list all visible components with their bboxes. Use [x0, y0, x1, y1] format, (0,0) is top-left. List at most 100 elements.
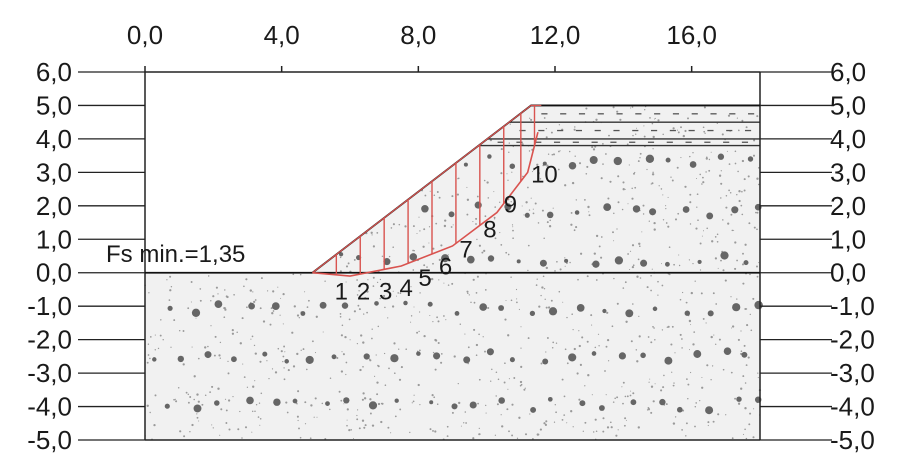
soil-speckle — [546, 221, 549, 224]
soil-speckle — [392, 223, 395, 226]
soil-speckle — [500, 244, 503, 246]
soil-speckle — [702, 126, 705, 129]
soil-speckle — [520, 347, 522, 349]
soil-speckle — [476, 195, 479, 198]
soil-speckle — [436, 191, 439, 193]
soil-speckle — [587, 374, 590, 377]
soil-speckle — [577, 278, 579, 281]
soil-dot — [246, 396, 254, 405]
soil-speckle — [296, 352, 299, 356]
soil-speckle — [707, 424, 709, 427]
soil-speckle — [464, 411, 467, 413]
soil-speckle — [530, 118, 533, 121]
soil-speckle — [322, 331, 324, 333]
soil-speckle — [304, 423, 307, 425]
soil-speckle — [367, 279, 369, 281]
slice-label: 8 — [483, 217, 496, 244]
soil-speckle — [292, 273, 295, 276]
soil-speckle — [635, 133, 637, 135]
x-tick-label: 0,0 — [127, 20, 163, 50]
soil-speckle — [617, 201, 620, 204]
soil-speckle — [438, 258, 441, 261]
soil-speckle — [282, 360, 284, 363]
soil-speckle — [464, 333, 466, 335]
soil-dot — [463, 356, 471, 364]
soil-speckle — [384, 306, 386, 309]
soil-speckle — [280, 297, 282, 299]
soil-speckle — [339, 256, 342, 259]
soil-speckle — [475, 343, 479, 347]
soil-dot — [632, 205, 641, 213]
soil-speckle — [681, 338, 683, 340]
soil-speckle — [174, 398, 177, 400]
soil-speckle — [746, 324, 749, 327]
soil-speckle — [251, 431, 253, 433]
soil-speckle — [282, 355, 285, 358]
soil-speckle — [219, 357, 221, 359]
soil-speckle — [197, 400, 200, 403]
soil-speckle — [544, 298, 546, 300]
soil-dot — [305, 355, 314, 364]
soil-speckle — [270, 307, 273, 310]
soil-speckle — [699, 269, 702, 271]
soil-speckle — [699, 173, 702, 176]
soil-speckle — [390, 227, 393, 229]
y-tick-label-left: 1,0 — [36, 224, 72, 254]
soil-speckle — [284, 351, 286, 353]
soil-speckle — [722, 269, 725, 272]
soil-speckle — [346, 424, 348, 427]
soil-speckle — [197, 357, 200, 360]
soil-speckle — [196, 413, 198, 415]
soil-speckle — [475, 354, 478, 357]
y-tick-label-right: -5,0 — [830, 425, 875, 455]
soil-speckle — [500, 414, 502, 416]
soil-speckle — [198, 420, 200, 422]
soil-dot — [498, 305, 505, 311]
soil-speckle — [592, 431, 595, 433]
soil-speckle — [558, 150, 560, 153]
soil-speckle — [527, 337, 530, 340]
soil-speckle — [700, 292, 703, 295]
soil-speckle — [154, 394, 157, 397]
soil-speckle — [612, 231, 614, 234]
soil-speckle — [595, 279, 598, 281]
soil-speckle — [536, 163, 539, 166]
soil-speckle — [371, 234, 373, 236]
soil-speckle — [223, 307, 226, 310]
soil-speckle — [730, 213, 733, 216]
soil-speckle — [571, 181, 575, 185]
soil-speckle — [720, 259, 722, 262]
soil-dot — [191, 308, 201, 317]
soil-speckle — [524, 433, 528, 436]
soil-dot — [625, 309, 634, 318]
soil-speckle — [731, 437, 734, 440]
soil-speckle — [585, 173, 588, 175]
soil-speckle — [572, 329, 574, 331]
soil-speckle — [757, 167, 760, 169]
soil-speckle — [623, 424, 626, 427]
soil-speckle — [440, 361, 443, 364]
soil-speckle — [639, 157, 641, 159]
soil-speckle — [153, 423, 156, 427]
soil-speckle — [540, 294, 542, 297]
soil-speckle — [362, 365, 364, 368]
soil-dot — [693, 350, 702, 358]
soil-speckle — [529, 117, 531, 119]
soil-speckle — [511, 171, 513, 173]
soil-speckle — [250, 338, 252, 340]
soil-speckle — [752, 436, 755, 439]
soil-speckle — [724, 279, 727, 282]
soil-speckle — [283, 378, 286, 381]
soil-speckle — [293, 305, 296, 308]
soil-speckle — [710, 335, 713, 339]
soil-speckle — [654, 338, 656, 341]
soil-speckle — [399, 408, 402, 411]
soil-speckle — [651, 122, 654, 125]
soil-speckle — [495, 371, 498, 373]
soil-speckle — [481, 251, 484, 254]
soil-speckle — [692, 343, 695, 346]
soil-speckle — [350, 429, 352, 431]
soil-speckle — [545, 420, 548, 423]
soil-speckle — [718, 174, 722, 177]
